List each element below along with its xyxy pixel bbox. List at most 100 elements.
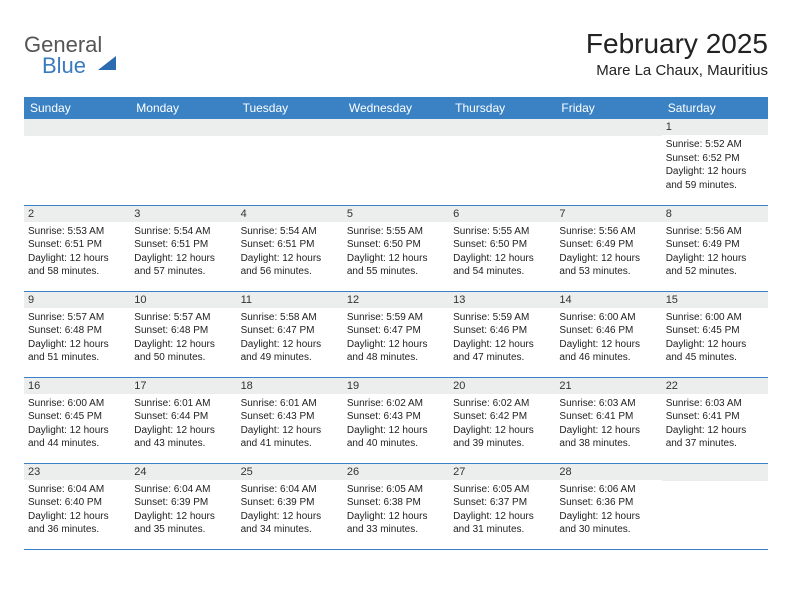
empty-day-bar [24,119,130,136]
sunset-text: Sunset: 6:39 PM [134,496,232,510]
daylight-text: Daylight: 12 hours and 38 minutes. [559,424,657,451]
calendar-week-row: 1Sunrise: 5:52 AMSunset: 6:52 PMDaylight… [24,119,768,205]
day-details: Sunrise: 5:56 AMSunset: 6:49 PMDaylight:… [555,222,661,283]
calendar-day-cell: 6Sunrise: 5:55 AMSunset: 6:50 PMDaylight… [449,205,555,291]
logo-triangle-icon [98,39,116,70]
day-number: 2 [24,206,130,222]
calendar-day-cell: 13Sunrise: 5:59 AMSunset: 6:46 PMDayligh… [449,291,555,377]
sunrise-text: Sunrise: 6:04 AM [28,483,126,497]
sunset-text: Sunset: 6:42 PM [453,410,551,424]
location-label: Mare La Chaux, Mauritius [586,62,768,79]
calendar-day-cell: 11Sunrise: 5:58 AMSunset: 6:47 PMDayligh… [237,291,343,377]
calendar-day-cell: 19Sunrise: 6:02 AMSunset: 6:43 PMDayligh… [343,377,449,463]
sunrise-text: Sunrise: 6:00 AM [666,311,764,325]
sunset-text: Sunset: 6:45 PM [28,410,126,424]
empty-day-bar [555,119,661,136]
day-number: 20 [449,378,555,394]
calendar-head: SundayMondayTuesdayWednesdayThursdayFrid… [24,97,768,119]
logo: General Blue [24,28,116,77]
day-details: Sunrise: 5:53 AMSunset: 6:51 PMDaylight:… [24,222,130,283]
calendar-empty-cell [343,119,449,205]
daylight-text: Daylight: 12 hours and 57 minutes. [134,252,232,279]
day-details: Sunrise: 6:00 AMSunset: 6:45 PMDaylight:… [662,308,768,369]
day-details: Sunrise: 6:01 AMSunset: 6:44 PMDaylight:… [130,394,236,455]
month-title: February 2025 [586,28,768,60]
sunrise-text: Sunrise: 5:59 AM [453,311,551,325]
sunset-text: Sunset: 6:47 PM [241,324,339,338]
calendar-body: 1Sunrise: 5:52 AMSunset: 6:52 PMDaylight… [24,119,768,549]
day-number: 17 [130,378,236,394]
day-number: 15 [662,292,768,308]
daylight-text: Daylight: 12 hours and 44 minutes. [28,424,126,451]
calendar-day-cell: 27Sunrise: 6:05 AMSunset: 6:37 PMDayligh… [449,463,555,549]
sunset-text: Sunset: 6:46 PM [453,324,551,338]
day-number: 11 [237,292,343,308]
sunset-text: Sunset: 6:48 PM [134,324,232,338]
calendar-day-cell: 23Sunrise: 6:04 AMSunset: 6:40 PMDayligh… [24,463,130,549]
day-number: 4 [237,206,343,222]
day-details: Sunrise: 5:55 AMSunset: 6:50 PMDaylight:… [449,222,555,283]
day-number: 5 [343,206,449,222]
empty-day-bar [130,119,236,136]
weekday-header: Friday [555,97,661,119]
calendar-day-cell: 26Sunrise: 6:05 AMSunset: 6:38 PMDayligh… [343,463,449,549]
calendar-empty-cell [237,119,343,205]
daylight-text: Daylight: 12 hours and 35 minutes. [134,510,232,537]
calendar-day-cell: 25Sunrise: 6:04 AMSunset: 6:39 PMDayligh… [237,463,343,549]
calendar-day-cell: 9Sunrise: 5:57 AMSunset: 6:48 PMDaylight… [24,291,130,377]
weekday-header: Tuesday [237,97,343,119]
calendar-day-cell: 4Sunrise: 5:54 AMSunset: 6:51 PMDaylight… [237,205,343,291]
day-details: Sunrise: 5:52 AMSunset: 6:52 PMDaylight:… [662,135,768,196]
day-number: 10 [130,292,236,308]
weekday-header: Wednesday [343,97,449,119]
day-details: Sunrise: 6:03 AMSunset: 6:41 PMDaylight:… [555,394,661,455]
daylight-text: Daylight: 12 hours and 41 minutes. [241,424,339,451]
day-details: Sunrise: 6:04 AMSunset: 6:39 PMDaylight:… [130,480,236,541]
sunrise-text: Sunrise: 5:56 AM [559,225,657,239]
sunset-text: Sunset: 6:52 PM [666,152,764,166]
sunrise-text: Sunrise: 6:04 AM [134,483,232,497]
calendar-day-cell: 24Sunrise: 6:04 AMSunset: 6:39 PMDayligh… [130,463,236,549]
calendar-empty-cell [449,119,555,205]
sunrise-text: Sunrise: 6:02 AM [453,397,551,411]
sunset-text: Sunset: 6:49 PM [559,238,657,252]
day-number: 21 [555,378,661,394]
sunset-text: Sunset: 6:46 PM [559,324,657,338]
day-details: Sunrise: 6:03 AMSunset: 6:41 PMDaylight:… [662,394,768,455]
sunrise-text: Sunrise: 5:57 AM [134,311,232,325]
empty-day-bar [343,119,449,136]
calendar-empty-cell [555,119,661,205]
day-number: 27 [449,464,555,480]
daylight-text: Daylight: 12 hours and 46 minutes. [559,338,657,365]
day-number: 9 [24,292,130,308]
calendar-week-row: 2Sunrise: 5:53 AMSunset: 6:51 PMDaylight… [24,205,768,291]
day-number: 8 [662,206,768,222]
calendar-empty-cell [130,119,236,205]
day-number: 24 [130,464,236,480]
sunrise-text: Sunrise: 5:55 AM [347,225,445,239]
calendar-page: General Blue February 2025 Mare La Chaux… [0,0,792,570]
sunset-text: Sunset: 6:44 PM [134,410,232,424]
calendar-day-cell: 15Sunrise: 6:00 AMSunset: 6:45 PMDayligh… [662,291,768,377]
sunset-text: Sunset: 6:51 PM [134,238,232,252]
sunrise-text: Sunrise: 6:01 AM [134,397,232,411]
weekday-header: Saturday [662,97,768,119]
calendar-day-cell: 1Sunrise: 5:52 AMSunset: 6:52 PMDaylight… [662,119,768,205]
sunrise-text: Sunrise: 5:52 AM [666,138,764,152]
empty-day-bar [237,119,343,136]
sunrise-text: Sunrise: 6:03 AM [666,397,764,411]
day-number: 16 [24,378,130,394]
calendar-day-cell: 21Sunrise: 6:03 AMSunset: 6:41 PMDayligh… [555,377,661,463]
sunrise-text: Sunrise: 5:58 AM [241,311,339,325]
sunrise-text: Sunrise: 5:59 AM [347,311,445,325]
day-number: 3 [130,206,236,222]
day-details: Sunrise: 5:58 AMSunset: 6:47 PMDaylight:… [237,308,343,369]
sunset-text: Sunset: 6:39 PM [241,496,339,510]
daylight-text: Daylight: 12 hours and 31 minutes. [453,510,551,537]
calendar-day-cell: 18Sunrise: 6:01 AMSunset: 6:43 PMDayligh… [237,377,343,463]
sunset-text: Sunset: 6:45 PM [666,324,764,338]
day-details: Sunrise: 6:00 AMSunset: 6:45 PMDaylight:… [24,394,130,455]
day-details: Sunrise: 5:57 AMSunset: 6:48 PMDaylight:… [24,308,130,369]
calendar-day-cell: 16Sunrise: 6:00 AMSunset: 6:45 PMDayligh… [24,377,130,463]
sunrise-text: Sunrise: 6:05 AM [347,483,445,497]
